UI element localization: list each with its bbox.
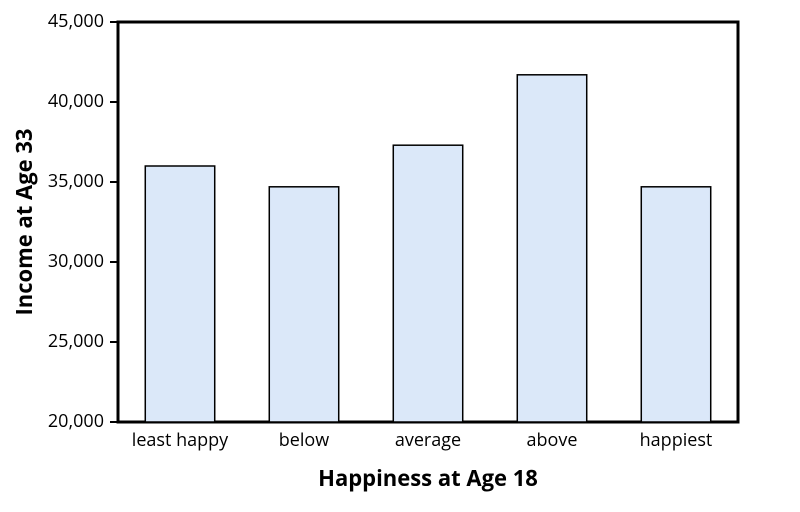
bar-chart: 20,000 25,000 30,000 35,000 40,000 45,000 leas…: [0, 0, 800, 512]
y-tick-label: 25,000: [48, 329, 104, 353]
y-tick-label: 45,000: [48, 9, 104, 33]
x-tick-label: above: [527, 428, 578, 452]
y-axis-title: Income at Age 33: [9, 128, 39, 315]
x-tick-label: least happy: [132, 428, 229, 452]
y-tick-label: 40,000: [48, 89, 104, 113]
y-tick-label: 20,000: [48, 409, 104, 433]
bar: [269, 187, 338, 422]
x-tick-label: average: [395, 428, 461, 452]
bar: [393, 145, 462, 422]
y-tick-label: 35,000: [48, 169, 104, 193]
bar: [145, 166, 214, 422]
x-tick-label: happiest: [640, 428, 713, 452]
bar: [517, 75, 586, 422]
x-axis-title: Happiness at Age 18: [318, 463, 538, 493]
x-tick-label: below: [279, 428, 329, 452]
bar: [641, 187, 710, 422]
y-tick-label: 30,000: [48, 249, 104, 273]
